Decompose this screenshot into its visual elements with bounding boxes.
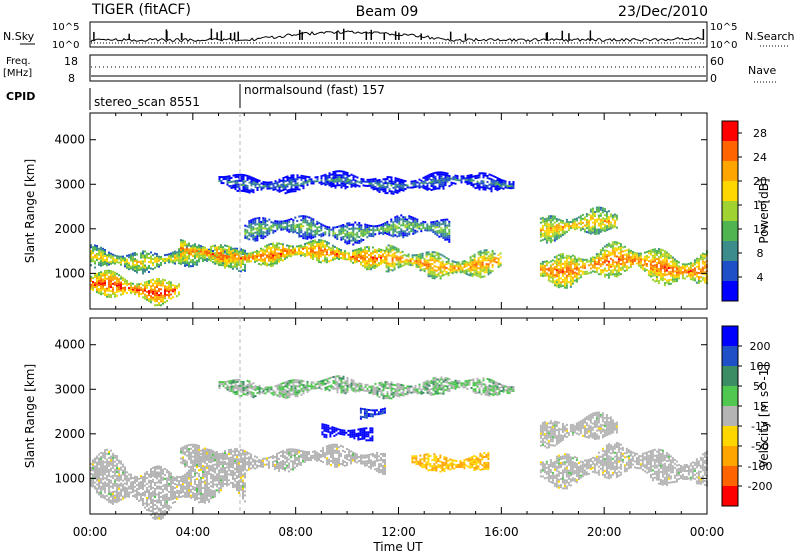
power-region-6 — [539, 206, 618, 244]
freq-unit: [MHz] — [3, 68, 32, 79]
velocity-cbar-swatch-3 — [722, 386, 738, 407]
xtick-label-2: 08:00 — [278, 525, 313, 539]
power-cbar-swatch-7 — [722, 261, 738, 282]
freq-panel — [89, 54, 708, 82]
power-region-5 — [539, 241, 708, 289]
xlabel: Time UT — [372, 540, 423, 554]
cpid-segment-1: stereo_scan 8551 — [94, 95, 200, 109]
nsky-trace — [90, 28, 706, 44]
velocity-ytick-label-3: 4000 — [54, 338, 85, 352]
power-cbar-tick-0: 4 — [757, 271, 764, 284]
velocity-cbar-swatch-7 — [722, 466, 738, 487]
velocity-region-3 — [359, 407, 386, 420]
power-region-3 — [244, 214, 451, 246]
x-axis: 00:00 04:00 08:00 12:00 16:00 20:00 00:00 — [73, 525, 725, 539]
power-cbar-tick-4: 20 — [753, 175, 767, 188]
velocity-colorbar: 200 100 50 15 -15 -50 -100 -200 — [721, 325, 773, 507]
velocity-region-5 — [539, 442, 708, 490]
velocity-ytick-label-2: 3000 — [54, 382, 85, 396]
power-region-4 — [385, 244, 502, 280]
power-cbar-swatch-1 — [722, 141, 738, 162]
nsky-tick-top: 10^5 — [52, 22, 79, 33]
power-cbar-tick-2: 12 — [753, 223, 767, 236]
power-scatter — [90, 170, 708, 307]
velocity-cbar-swatch-5 — [722, 426, 738, 447]
velocity-region-1 — [180, 443, 386, 475]
nave-tick-top: 60 — [710, 55, 724, 68]
velocity-region-2 — [321, 423, 374, 442]
velocity-cbar-tick-7: -200 — [748, 480, 773, 493]
freq-tick-top: 18 — [64, 55, 78, 68]
power-region-7 — [218, 170, 515, 195]
power-ytick-label-2: 3000 — [54, 177, 85, 191]
velocity-colorbar-label: Velocity [m s^-1] — [757, 364, 771, 468]
power-ytick-label-0: 1000 — [54, 266, 85, 280]
xtick-label-1: 04:00 — [176, 525, 211, 539]
velocity-cbar-tick-2: 50 — [753, 380, 767, 393]
beam-title: Beam 09 — [356, 4, 419, 20]
velocity-cbar-swatch-2 — [722, 366, 738, 387]
power-cbar-tick-3: 16 — [753, 199, 767, 212]
nsky-line — [90, 29, 705, 43]
xtick-label-4: 16:00 — [484, 525, 519, 539]
power-cbar-swatch-3 — [722, 181, 738, 202]
velocity-cbar-swatch-0 — [722, 326, 738, 347]
freq-tick-bottom: 8 — [68, 72, 75, 85]
cpid-label: CPID — [6, 90, 35, 103]
nave-tick-bottom: 0 — [710, 72, 717, 85]
nsky-label: N.Sky — [3, 30, 35, 43]
power-ytick-label-3: 4000 — [54, 133, 85, 147]
xtick-label-3: 12:00 — [381, 525, 416, 539]
power-plot-frame — [89, 112, 708, 310]
velocity-cbar-swatch-8 — [722, 486, 738, 507]
power-region-0 — [90, 269, 180, 307]
power-cbar-tick-6: 28 — [753, 127, 767, 140]
velocity-region-6 — [539, 411, 618, 449]
velocity-cbar-tick-5: -50 — [751, 440, 769, 453]
power-cbar-swatch-2 — [722, 161, 738, 182]
velocity-cbar-swatch-1 — [722, 346, 738, 367]
xtick-label-5: 20:00 — [587, 525, 622, 539]
power-colorbar: 4 8 12 16 20 24 28 — [721, 120, 767, 302]
power-ylabel: Slant Range [km] — [23, 159, 37, 263]
power-colorbar-label: Power [dB] — [757, 178, 771, 243]
velocity-ytick-label-1: 2000 — [54, 427, 85, 441]
velocity-cbar-tick-4: -15 — [751, 420, 769, 433]
velocity-region-4 — [411, 451, 490, 473]
power-cbar-swatch-4 — [722, 201, 738, 222]
power-cbar-swatch-5 — [722, 221, 738, 242]
power-cbar-tick-1: 8 — [757, 247, 764, 260]
velocity-cbar-tick-1: 100 — [750, 360, 771, 373]
nave-label: Nave — [748, 64, 776, 77]
velocity-cbar-tick-3: 15 — [753, 400, 767, 413]
xtick-label-0: 00:00 — [73, 525, 108, 539]
power-cbar-swatch-0 — [722, 121, 738, 142]
velocity-axes: 1000 2000 3000 4000 — [54, 318, 708, 514]
power-cbar-swatch-6 — [722, 241, 738, 262]
power-region-2 — [180, 239, 386, 271]
radar-title: TIGER (fitACF) — [91, 2, 191, 18]
power-axes: 1000 2000 3000 4000 — [54, 113, 708, 309]
velocity-cbar-tick-6: -100 — [748, 460, 773, 473]
velocity-ylabel: Slant Range [km] — [23, 364, 37, 468]
velocity-cbar-swatch-6 — [722, 446, 738, 467]
cpid-segment-2: normalsound (fast) 157 — [244, 83, 385, 97]
power-cbar-tick-5: 24 — [753, 151, 767, 164]
velocity-ytick-label-0: 1000 — [54, 471, 85, 485]
velocity-region-7 — [218, 375, 515, 400]
velocity-scatter — [90, 375, 708, 520]
date-title: 23/Dec/2010 — [618, 4, 708, 20]
freq-label: Freq. — [6, 56, 31, 67]
power-cbar-swatch-8 — [722, 281, 738, 302]
nsearch-tick-bottom: 10^0 — [710, 40, 737, 51]
velocity-cbar-swatch-4 — [722, 406, 738, 427]
nsearch-tick-top: 10^5 — [710, 22, 737, 33]
nsearch-label: N.Search — [745, 30, 795, 43]
velocity-cbar-tick-0: 200 — [750, 340, 771, 353]
power-ytick-label-1: 2000 — [54, 222, 85, 236]
xtick-label-6: 00:00 — [690, 525, 725, 539]
nsky-tick-bottom: 10^0 — [52, 40, 79, 51]
nsky-panel — [89, 21, 708, 48]
